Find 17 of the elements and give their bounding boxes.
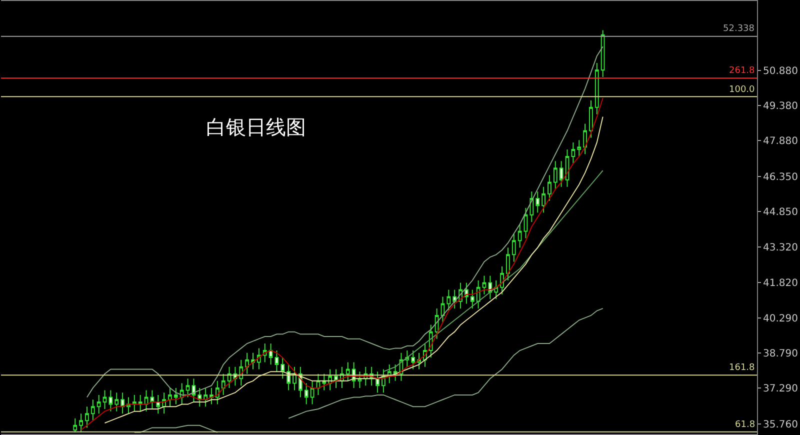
y-tick-label: 44.850 bbox=[763, 206, 798, 218]
y-tick-label: 38.790 bbox=[763, 348, 798, 360]
y-tick-label: 47.880 bbox=[763, 136, 798, 148]
y-tick-label: 40.290 bbox=[763, 314, 798, 325]
annotation: 61.8 bbox=[735, 420, 756, 430]
y-tick-label: 43.320 bbox=[763, 242, 798, 254]
y-tick-label: 37.290 bbox=[763, 384, 798, 395]
y-tick-label: 50.880 bbox=[763, 66, 798, 77]
annotation: 100.0 bbox=[729, 85, 756, 95]
annotation: 161.8 bbox=[729, 363, 756, 373]
y-tick-label: 46.350 bbox=[763, 172, 798, 183]
annotation: 261.8 bbox=[729, 66, 756, 76]
y-tick-label: 35.760 bbox=[763, 419, 798, 430]
y-tick-label: 41.820 bbox=[763, 278, 798, 289]
text: 白银日线图 bbox=[206, 115, 306, 139]
ref-line-label: 52.338 bbox=[723, 24, 755, 34]
y-tick-label: 49.380 bbox=[763, 101, 798, 112]
